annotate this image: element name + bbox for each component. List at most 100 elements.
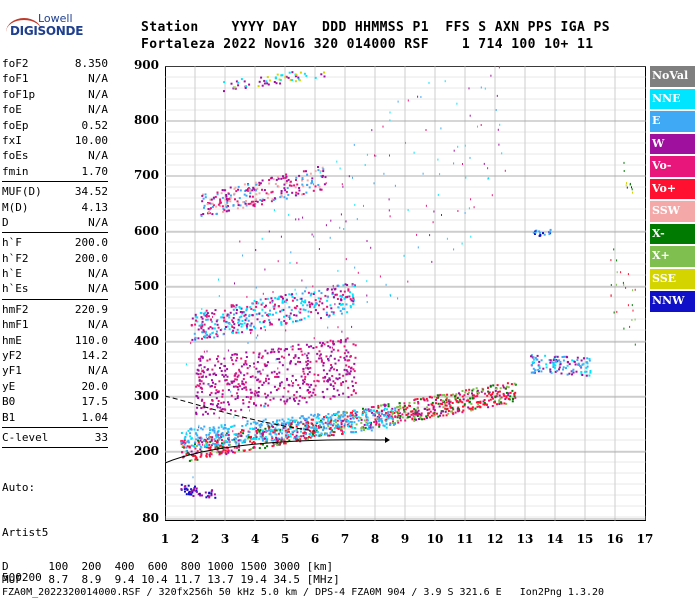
echo-point xyxy=(422,172,424,175)
echo-point xyxy=(233,451,236,454)
echo-point xyxy=(487,167,489,170)
echo-point xyxy=(294,419,297,422)
echo-point xyxy=(285,190,288,193)
echo-point xyxy=(219,198,222,201)
echo-point xyxy=(344,283,347,286)
echo-point xyxy=(202,413,205,416)
echo-point xyxy=(185,493,188,496)
echo-point xyxy=(210,385,213,387)
echo-point xyxy=(241,323,244,326)
echo-point xyxy=(337,284,340,287)
echo-point xyxy=(615,283,617,286)
echo-point xyxy=(249,427,252,430)
echo-point xyxy=(226,375,229,378)
echo-point xyxy=(446,237,448,240)
echo-point xyxy=(294,80,297,83)
param-row: h`Es N/A xyxy=(2,281,108,296)
echo-point xyxy=(197,436,200,439)
echo-point xyxy=(252,302,254,305)
echo-point xyxy=(408,404,411,407)
echo-point xyxy=(346,373,349,376)
echo-point xyxy=(369,410,372,413)
echo-point xyxy=(301,183,304,186)
echo-point xyxy=(274,427,277,430)
echo-point xyxy=(220,425,223,428)
echo-point xyxy=(261,179,264,182)
echo-point xyxy=(245,204,248,207)
echo-point xyxy=(210,444,213,447)
echo-point xyxy=(225,210,228,213)
echo-point xyxy=(289,318,291,320)
echo-point xyxy=(291,380,292,383)
echo-point xyxy=(236,200,239,203)
echo-point xyxy=(405,141,406,144)
echo-point xyxy=(192,488,195,491)
echo-point xyxy=(299,386,302,389)
echo-point xyxy=(549,361,552,364)
param-value: N/A xyxy=(88,282,108,296)
echo-point xyxy=(210,439,213,442)
echo-point xyxy=(298,435,301,438)
echo-point xyxy=(253,366,255,368)
param-name: foEs xyxy=(2,149,29,163)
echo-point xyxy=(412,412,415,415)
echo-point xyxy=(347,419,350,422)
echo-point xyxy=(342,374,345,377)
echo-point xyxy=(429,416,432,419)
echo-point xyxy=(344,358,347,361)
echo-point xyxy=(378,419,381,422)
echo-point xyxy=(343,290,346,293)
x-tick-label: 1 xyxy=(160,532,170,546)
echo-point xyxy=(193,441,196,444)
echo-point xyxy=(273,350,276,353)
echo-point xyxy=(537,369,540,371)
echo-point xyxy=(253,402,256,405)
echo-point xyxy=(197,369,200,372)
echo-point xyxy=(352,390,355,393)
echo-point xyxy=(469,114,471,117)
echo-point xyxy=(291,416,294,419)
echo-point xyxy=(559,360,562,363)
echo-point xyxy=(632,289,634,292)
echo-point xyxy=(552,361,555,364)
echo-point xyxy=(231,382,234,384)
echo-point xyxy=(225,453,228,456)
echo-point xyxy=(341,303,344,306)
echo-point xyxy=(311,426,314,429)
echo-point xyxy=(273,307,276,310)
param-row: yE 20.0 xyxy=(2,379,108,394)
echo-point xyxy=(257,371,259,374)
echo-point xyxy=(254,394,257,397)
autoscaling-note: Auto: Artist5 500200 xyxy=(2,450,108,615)
echo-point xyxy=(232,329,235,332)
echo-point xyxy=(236,392,239,395)
echo-point xyxy=(190,342,192,345)
echo-point xyxy=(279,428,281,431)
echo-point xyxy=(511,400,514,403)
echo-point xyxy=(476,405,479,408)
echo-point xyxy=(302,370,305,373)
echo-point xyxy=(285,173,288,176)
echo-point xyxy=(300,297,303,300)
echo-point xyxy=(232,87,235,90)
echo-point xyxy=(353,362,356,365)
echo-point xyxy=(277,297,280,300)
echo-point xyxy=(238,319,241,322)
echo-point xyxy=(475,387,478,390)
echo-point xyxy=(249,190,252,193)
echo-point xyxy=(629,325,631,328)
param-value: N/A xyxy=(88,87,108,101)
echo-point xyxy=(267,83,270,86)
echo-point xyxy=(241,331,244,334)
param-row: B1 1.04 xyxy=(2,410,108,425)
x-tick-label: 8 xyxy=(370,532,380,546)
echo-point xyxy=(626,186,628,189)
echo-point xyxy=(339,415,342,418)
echo-point xyxy=(392,410,394,413)
echo-point xyxy=(213,427,216,430)
echo-point xyxy=(317,430,320,433)
echo-point xyxy=(417,246,419,249)
echo-point xyxy=(272,199,275,201)
echo-point xyxy=(289,261,291,264)
echo-point xyxy=(245,351,248,354)
